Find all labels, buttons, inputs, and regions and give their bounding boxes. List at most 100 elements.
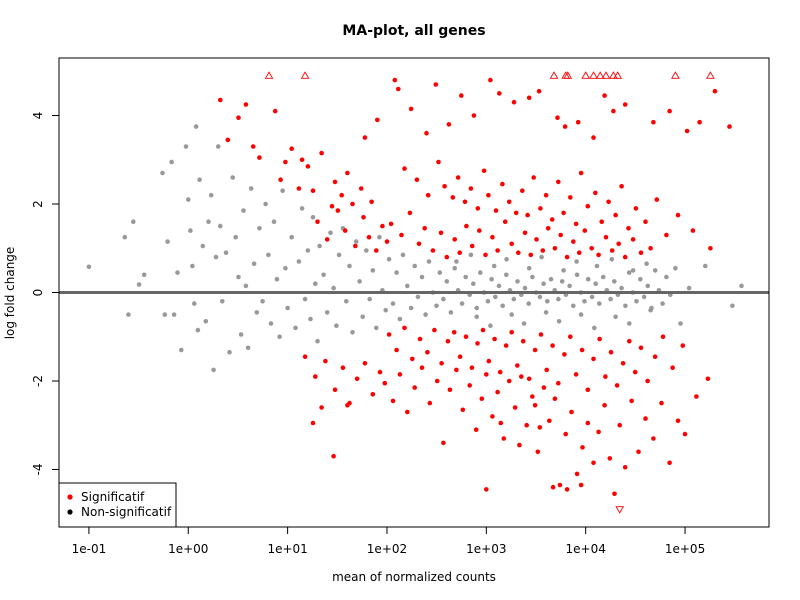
data-point xyxy=(573,221,579,227)
data-point xyxy=(441,296,446,302)
data-point xyxy=(578,170,584,176)
data-point xyxy=(369,199,374,205)
data-point xyxy=(739,283,744,289)
data-point xyxy=(596,429,601,435)
data-point xyxy=(486,358,492,364)
data-point xyxy=(419,365,425,371)
data-point xyxy=(506,378,512,384)
data-point xyxy=(652,268,658,273)
data-point xyxy=(386,332,392,337)
data-point xyxy=(328,230,333,236)
data-point xyxy=(332,387,338,393)
data-point xyxy=(489,276,494,282)
data-point xyxy=(331,453,336,459)
data-point xyxy=(474,305,480,311)
data-point xyxy=(394,270,399,275)
data-point xyxy=(432,327,437,333)
data-point xyxy=(703,263,708,269)
legend-box xyxy=(58,482,177,528)
data-point xyxy=(454,259,459,264)
data-point xyxy=(266,252,271,258)
data-point xyxy=(574,272,580,278)
data-point xyxy=(497,91,502,96)
data-point xyxy=(659,400,664,406)
data-point xyxy=(336,252,342,258)
data-point xyxy=(425,349,430,355)
data-point xyxy=(552,396,558,402)
data-point xyxy=(296,259,302,264)
data-point xyxy=(417,336,423,342)
data-point xyxy=(390,398,396,404)
x-tick-label: 1e+01 xyxy=(267,542,307,556)
data-point xyxy=(362,361,368,366)
y-tick-label: 0 xyxy=(31,289,45,297)
data-point xyxy=(626,226,631,231)
data-point xyxy=(208,192,214,198)
data-point xyxy=(439,361,444,366)
data-point xyxy=(645,378,650,384)
data-point xyxy=(667,108,672,114)
data-point xyxy=(574,259,579,264)
data-point xyxy=(609,248,615,253)
data-point xyxy=(193,124,199,129)
data-point xyxy=(399,232,404,238)
data-point xyxy=(195,327,201,333)
data-point xyxy=(347,263,352,269)
data-point xyxy=(643,219,648,224)
data-point xyxy=(585,203,591,209)
outlier-marker xyxy=(608,71,618,79)
data-point xyxy=(183,144,189,149)
data-point xyxy=(357,279,362,284)
outlier-marker xyxy=(563,71,573,79)
data-point xyxy=(474,314,480,320)
data-point xyxy=(332,179,338,185)
data-point xyxy=(402,325,407,331)
data-point xyxy=(424,130,429,136)
x-tick-label: 1e+02 xyxy=(367,542,407,556)
data-point xyxy=(386,257,392,262)
y-tick-label: -2 xyxy=(31,375,45,387)
data-point xyxy=(526,95,532,101)
data-point xyxy=(578,482,584,488)
data-point xyxy=(463,274,469,280)
data-point xyxy=(444,279,450,284)
data-point xyxy=(532,403,538,408)
data-point xyxy=(382,380,388,386)
data-point xyxy=(609,257,615,262)
outlier-marker xyxy=(613,71,623,79)
data-point xyxy=(660,334,666,340)
data-point xyxy=(576,250,582,255)
data-point xyxy=(525,212,530,218)
data-point xyxy=(223,250,229,255)
data-point xyxy=(451,330,457,335)
data-point xyxy=(582,299,587,304)
data-point xyxy=(317,243,322,249)
data-point xyxy=(530,394,535,399)
data-point xyxy=(490,414,495,419)
data-point xyxy=(509,312,514,317)
data-point xyxy=(547,418,552,424)
data-point xyxy=(490,234,495,240)
data-point xyxy=(469,365,475,371)
data-point xyxy=(481,168,487,174)
data-point xyxy=(243,283,249,289)
data-point xyxy=(675,212,681,218)
data-point xyxy=(559,279,565,284)
data-point xyxy=(289,234,295,240)
data-point xyxy=(550,343,555,348)
data-point xyxy=(254,310,260,315)
data-point xyxy=(471,281,476,287)
outlier-marker xyxy=(671,71,680,79)
data-point xyxy=(644,261,649,267)
data-point xyxy=(415,294,421,300)
data-point xyxy=(548,276,554,282)
data-point xyxy=(175,270,180,275)
data-point xyxy=(680,343,686,348)
data-point xyxy=(712,88,718,94)
data-point xyxy=(377,369,383,375)
data-point xyxy=(423,312,428,317)
data-point xyxy=(345,170,350,176)
data-point xyxy=(682,431,688,437)
data-point xyxy=(402,166,407,171)
